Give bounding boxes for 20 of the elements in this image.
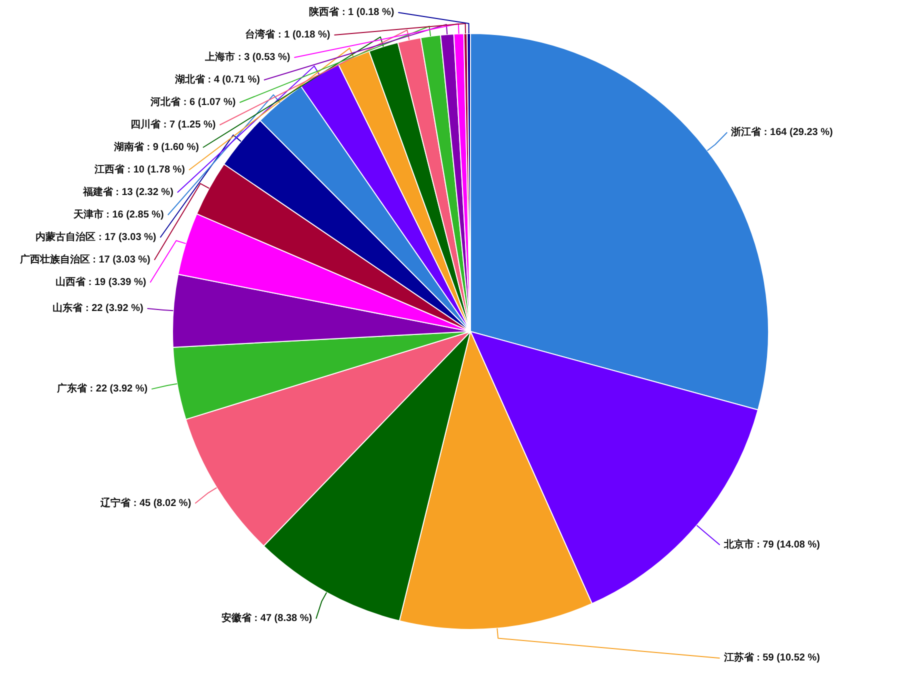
slice-label: 内蒙古自治区 : 17 (3.03 %) bbox=[36, 231, 156, 243]
slice-label: 广东省 : 22 (3.92 %) bbox=[56, 382, 148, 395]
slice-label: 陕西省 : 1 (0.18 %) bbox=[309, 6, 394, 18]
slice-label: 浙江省 : 164 (29.23 %) bbox=[730, 126, 833, 138]
slice-label: 辽宁省 : 45 (8.02 %) bbox=[100, 496, 192, 509]
slice-label: 湖北省 : 4 (0.71 %) bbox=[174, 74, 260, 86]
slice-label: 四川省 : 7 (1.25 %) bbox=[130, 118, 216, 130]
slice-label: 山东省 : 22 (3.92 %) bbox=[52, 302, 144, 314]
slice-label: 北京市 : 79 (14.08 %) bbox=[722, 538, 820, 550]
slice-label: 山西省 : 19 (3.39 %) bbox=[56, 276, 146, 288]
slice-label: 安徽省 : 47 (8.38 %) bbox=[222, 612, 312, 624]
slice-label: 天津市 : 16 (2.85 %) bbox=[72, 208, 164, 220]
slice-label: 福建省 : 13 (2.32 %) bbox=[82, 186, 174, 198]
slice-label: 江苏省 : 59 (10.52 %) bbox=[722, 652, 820, 664]
slice-label: 台湾省 : 1 (0.18 %) bbox=[245, 28, 330, 40]
slice-label: 江西省 : 10 (1.78 %) bbox=[93, 164, 186, 176]
slice-label: 河北省 : 6 (1.07 %) bbox=[150, 96, 236, 108]
slice-label: 湖南省 : 9 (1.60 %) bbox=[112, 141, 199, 153]
slice-label: 上海市 : 3 (0.53 %) bbox=[204, 51, 290, 63]
slice-label: 广西壮族自治区 : 17 (3.03 %) bbox=[18, 254, 150, 266]
